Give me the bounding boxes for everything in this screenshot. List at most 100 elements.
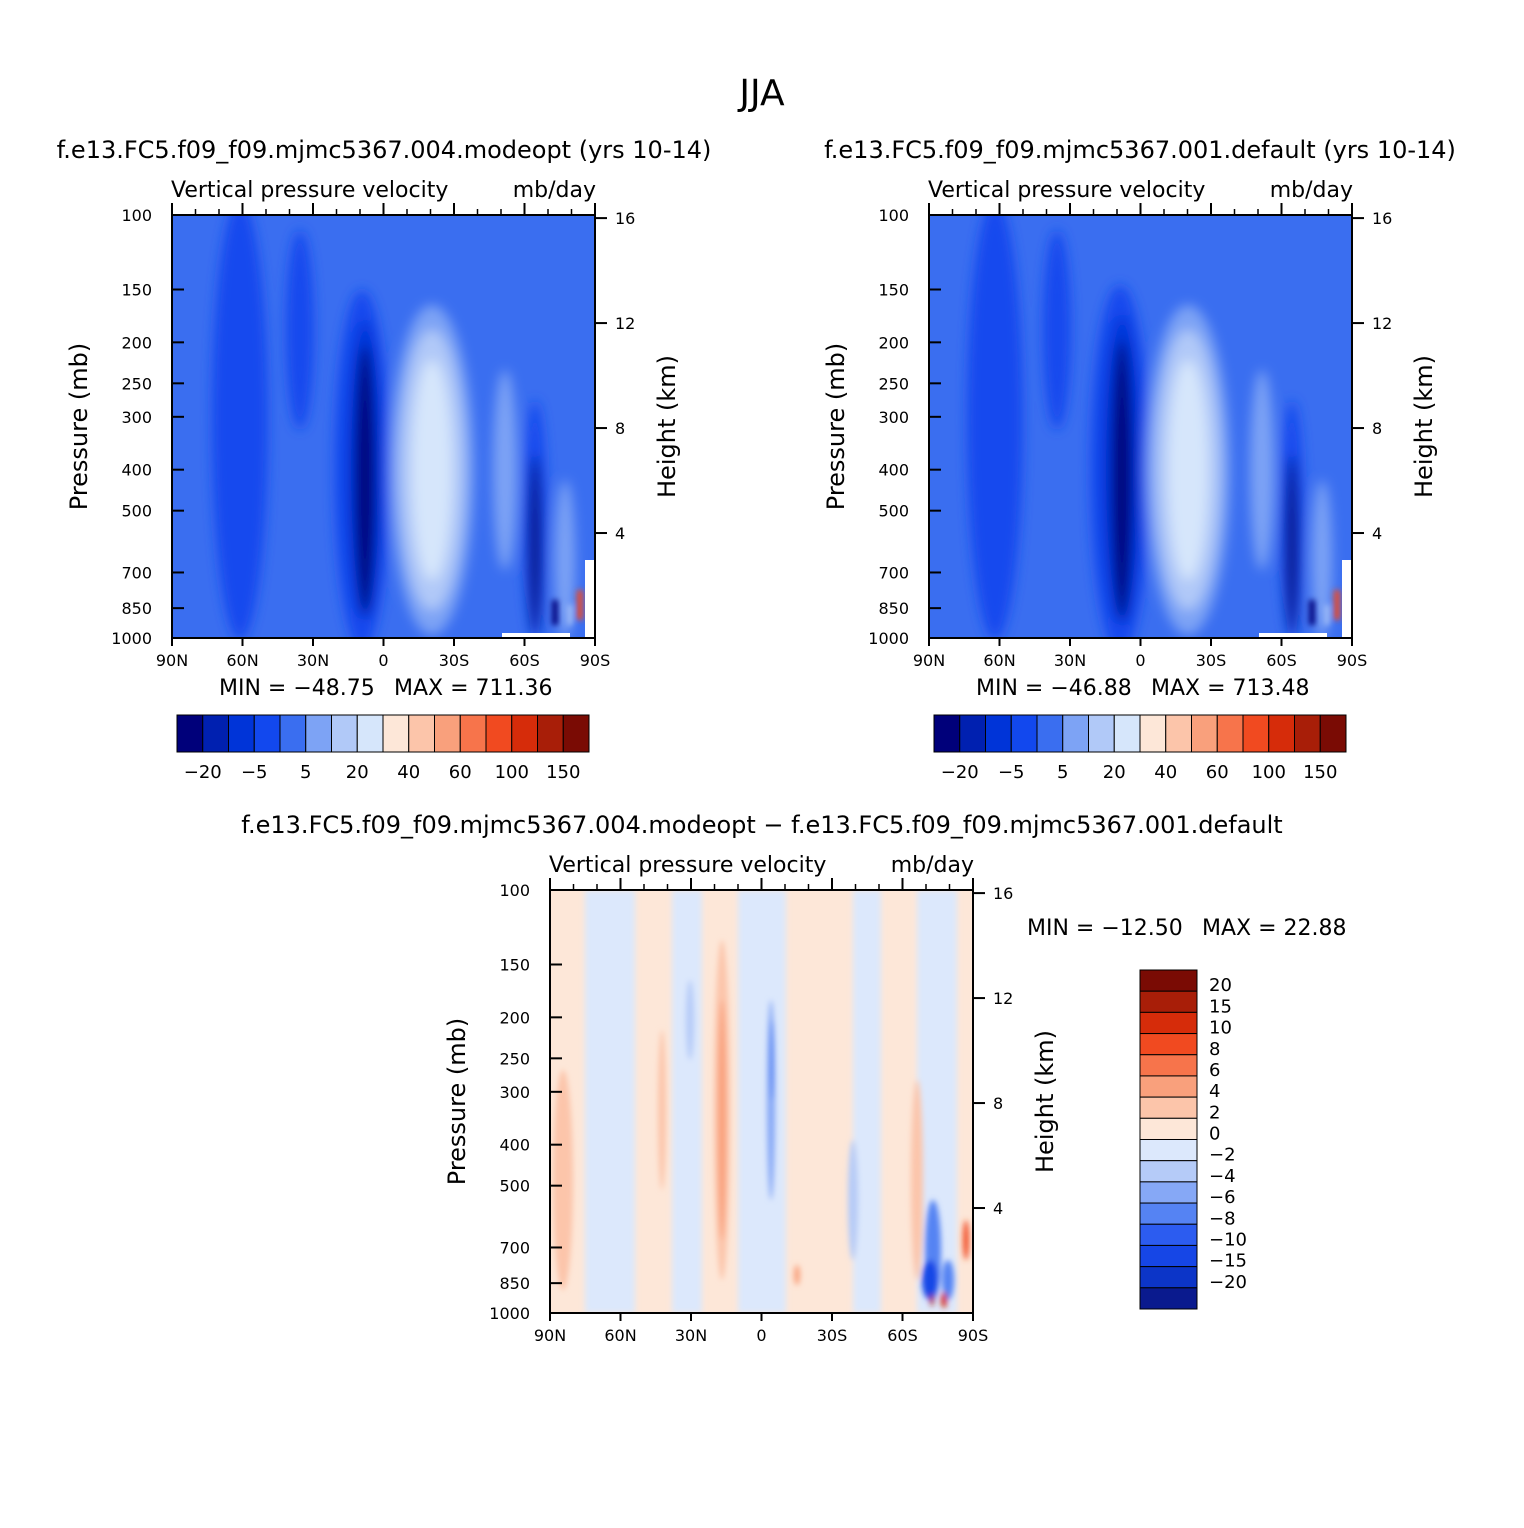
colorbar-label: 15 — [1209, 996, 1232, 1017]
colorbar-box — [1294, 714, 1321, 753]
colorbar-box — [228, 714, 255, 753]
axes: 100 150 200 250 300 400 500 700 850 1000 16 12 8 4 90N… — [65, 203, 681, 670]
y-tick-label: 850 — [878, 599, 909, 618]
colorbar-label: 20 — [346, 762, 369, 783]
y-tick-label: 300 — [878, 408, 909, 427]
colorbar-box — [1139, 1287, 1198, 1310]
colorbar-box — [1139, 1202, 1198, 1225]
colorbar-label: 150 — [546, 762, 580, 783]
colorbar-box — [1139, 1266, 1198, 1289]
colorbar-label: −15 — [1209, 1251, 1247, 1272]
units-label: mb/day — [513, 178, 596, 203]
height-tick-label: 16 — [615, 209, 635, 228]
y-tick-label: 500 — [499, 1177, 530, 1196]
colorbar-box — [985, 714, 1012, 753]
y-tick-label: 1000 — [868, 629, 909, 648]
colorbar-label: 5 — [1057, 762, 1068, 783]
y-tick-label: 100 — [499, 881, 530, 900]
colorbar-box — [408, 714, 435, 753]
colorbar-label: 100 — [1252, 762, 1286, 783]
height-tick-label: 12 — [615, 314, 635, 333]
axes: 100 150 200 250 300 400 500 700 850 1000 16 12 8 4 90N… — [822, 203, 1438, 670]
colorbar-box — [382, 714, 410, 753]
y-tick-label: 500 — [878, 502, 909, 521]
colorbar-label: −5 — [241, 762, 268, 783]
colorbar-box — [1139, 1011, 1198, 1035]
x-tick-label: 30S — [817, 1326, 848, 1345]
x-tick-label: 0 — [378, 651, 388, 670]
colorbar-label: 10 — [1209, 1018, 1232, 1039]
colorbar-box — [959, 714, 986, 753]
colorbar-box — [331, 714, 358, 753]
x-tick-label: 90N — [156, 651, 188, 670]
colorbar-box — [1139, 1139, 1198, 1162]
x-tick-label: 90S — [958, 1326, 989, 1345]
y-tick-label: 700 — [499, 1238, 530, 1257]
contour-field — [172, 215, 595, 638]
y-tick-label: 150 — [878, 280, 909, 299]
y-tick-label: 700 — [878, 563, 909, 582]
x-tick-label: 90S — [580, 651, 611, 670]
variable-label: Vertical pressure velocity — [549, 853, 826, 878]
x-tick-label: 60S — [887, 1326, 918, 1345]
colorbar-box — [1242, 714, 1270, 753]
x-tick-label: 90N — [534, 1326, 566, 1345]
y-axis-label: Pressure (mb) — [443, 1018, 471, 1185]
height-tick-label: 12 — [1372, 314, 1392, 333]
height-tick-label: 4 — [1372, 524, 1382, 543]
variable-label: Vertical pressure velocity — [171, 178, 448, 203]
colorbar-box — [1113, 714, 1141, 753]
y-tick-label: 150 — [121, 280, 152, 299]
colorbar-box — [1139, 1181, 1198, 1204]
x-tick-label: 0 — [756, 1326, 766, 1345]
y-tick-label: 250 — [499, 1049, 530, 1068]
colorbar-box — [1139, 1223, 1198, 1246]
colorbar-box — [1139, 1244, 1198, 1268]
x-tick-label: 60S — [1266, 651, 1297, 670]
colorbar-box — [1165, 714, 1192, 753]
colorbar-box — [1062, 714, 1089, 753]
x-tick-label: 90S — [1337, 651, 1368, 670]
y-axis-label: Pressure (mb) — [65, 343, 93, 510]
x-tick-label: 30N — [297, 651, 329, 670]
colorbar-box — [305, 714, 332, 753]
x-tick-label: 30N — [1054, 651, 1086, 670]
colorbar-box — [1036, 714, 1064, 753]
colorbar: −20 −5 5 20 40 60 100 150 — [176, 714, 590, 783]
height-tick-label: 16 — [993, 884, 1013, 903]
colorbar-box — [1139, 1075, 1198, 1098]
colorbar-box — [356, 714, 384, 753]
y-tick-label: 400 — [878, 461, 909, 480]
colorbar-box — [1139, 990, 1198, 1013]
colorbar-label: 2 — [1209, 1102, 1220, 1123]
height-tick-label: 4 — [993, 1199, 1003, 1218]
colorbar-label: −4 — [1209, 1166, 1236, 1187]
y-tick-label: 700 — [121, 563, 152, 582]
height-tick-label: 8 — [615, 419, 625, 438]
colorbar-label: 4 — [1209, 1081, 1220, 1102]
colorbar-box — [485, 714, 513, 753]
colorbar-box — [1268, 714, 1295, 753]
y-axis-label: Pressure (mb) — [822, 343, 850, 510]
x-tick-label: 30N — [675, 1326, 707, 1345]
colorbar-box — [1139, 1096, 1198, 1119]
height-tick-label: 12 — [993, 989, 1013, 1008]
y-tick-label: 200 — [121, 333, 152, 352]
colorbar-label: 20 — [1209, 975, 1232, 996]
max-label: MAX = 22.88 — [1202, 916, 1347, 941]
colorbar-box — [1139, 1033, 1198, 1056]
y-tick-label: 100 — [121, 206, 152, 225]
colorbar-box — [933, 714, 961, 753]
min-label: MIN = −48.75 — [219, 676, 375, 701]
y-tick-label: 250 — [878, 374, 909, 393]
x-tick-label: 60N — [226, 651, 258, 670]
y-tick-label: 850 — [499, 1274, 530, 1293]
colorbar-box — [434, 714, 461, 753]
y-right-axis-label: Height (km) — [1031, 1030, 1059, 1173]
max-label: MAX = 711.36 — [394, 676, 553, 701]
colorbar-label: −20 — [941, 762, 979, 783]
colorbar-box — [459, 714, 487, 753]
panel-default: f.e13.FC5.f09_f09.mjmc5367.001.default (… — [822, 136, 1456, 783]
colorbar-box — [279, 714, 307, 753]
